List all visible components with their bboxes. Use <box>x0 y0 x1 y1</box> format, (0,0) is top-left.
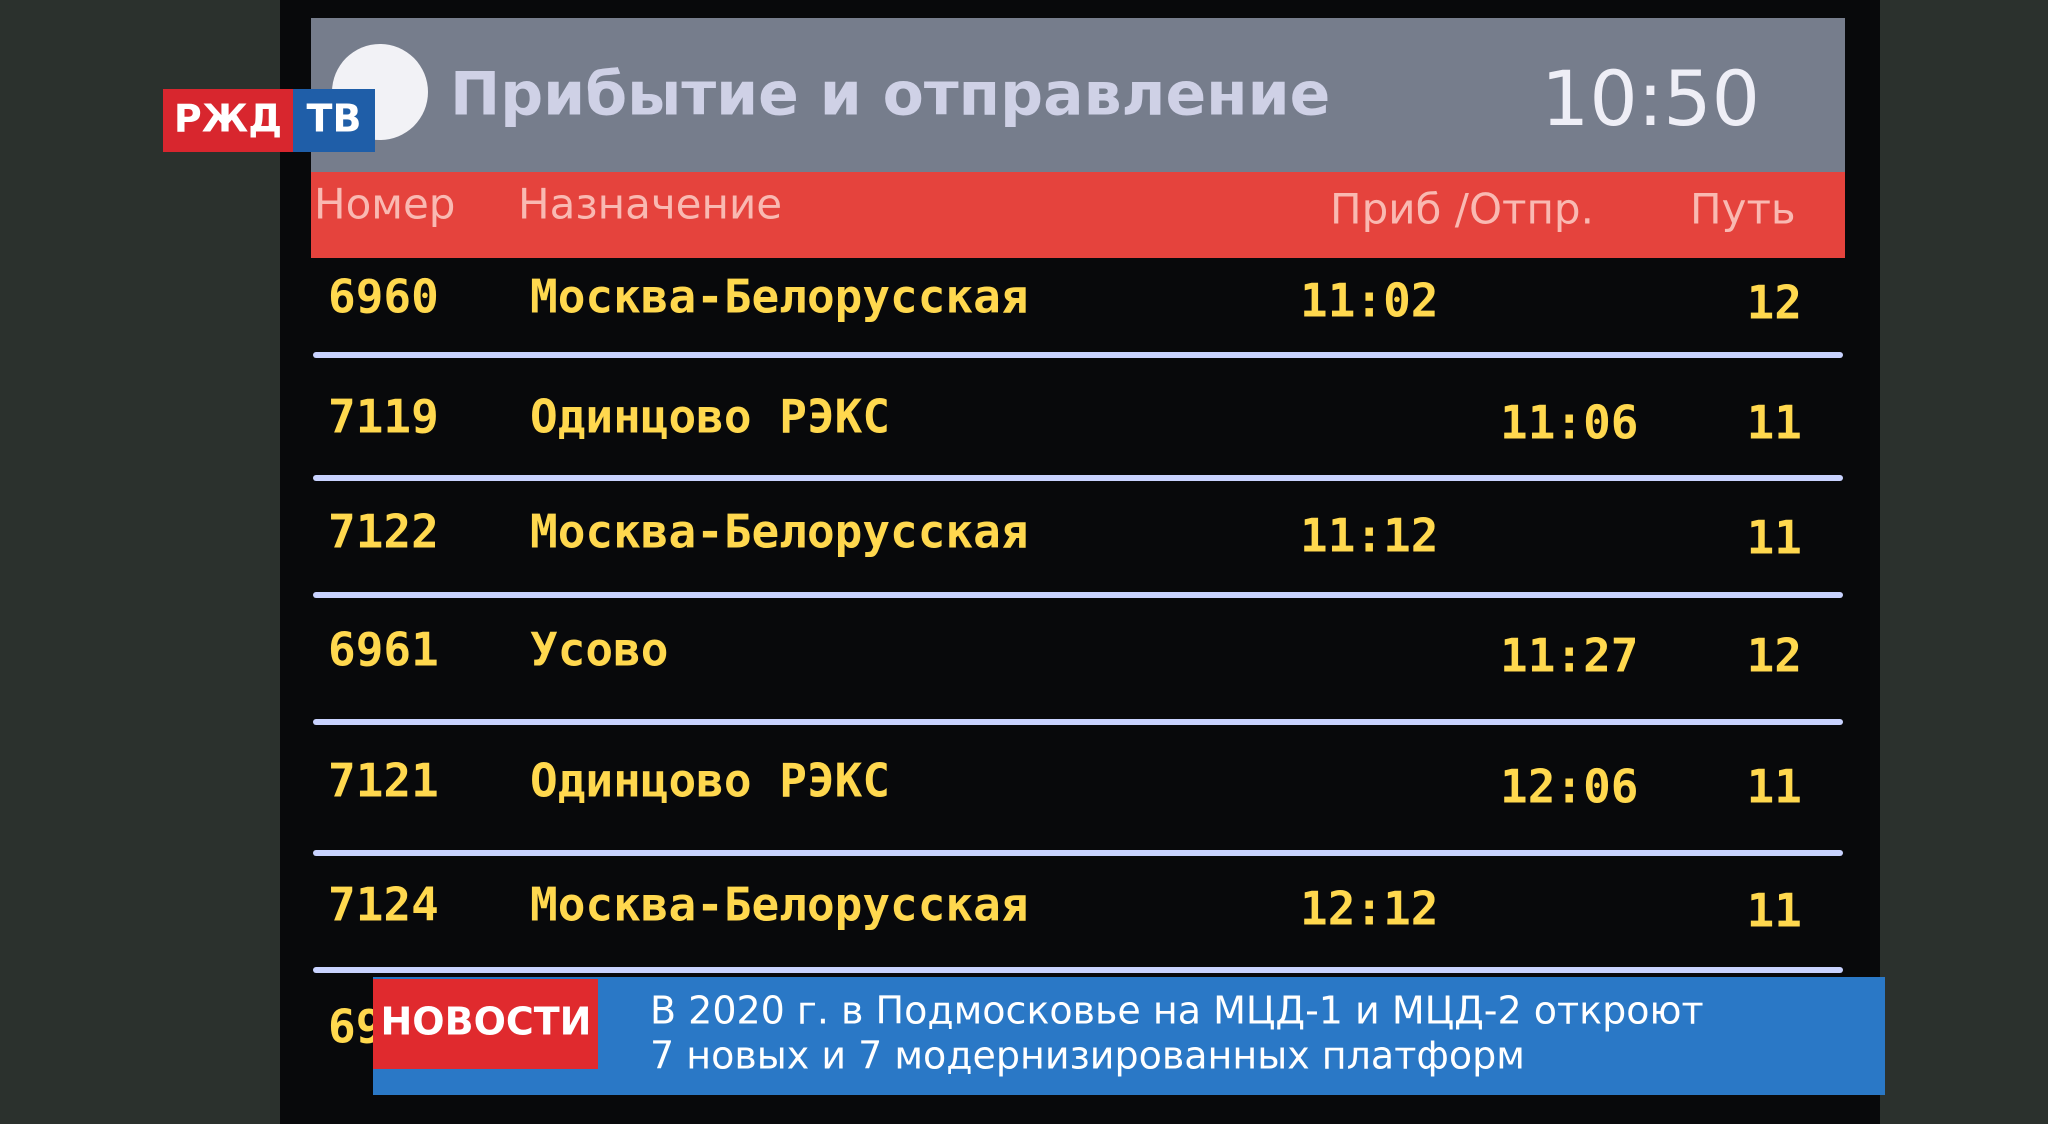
departure-time: 12:06 <box>1500 760 1638 814</box>
title-bar <box>311 18 1845 172</box>
board-title: Прибытие и отправление <box>450 60 1330 130</box>
track: 11 <box>1747 760 1802 814</box>
destination: Усово <box>530 623 668 677</box>
departure-time: 11:27 <box>1500 629 1638 683</box>
destination: Одинцово РЭКС <box>530 390 890 444</box>
ticker-line: В 2020 г. в Подмосковье на МЦД-1 и МЦД-2… <box>650 989 1704 1033</box>
departure-time: 11:06 <box>1500 396 1638 450</box>
header-destination: Назначение <box>518 180 782 229</box>
row-separator <box>313 475 1843 481</box>
train-number: 7122 <box>328 505 439 559</box>
logo-right-box <box>293 89 375 152</box>
logo-left-box <box>163 89 293 152</box>
track: 12 <box>1747 629 1802 683</box>
ticker-label-box <box>373 979 598 1069</box>
ticker-label: НОВОСТИ <box>381 1000 592 1044</box>
track: 11 <box>1747 396 1802 450</box>
track: 11 <box>1747 884 1802 938</box>
arrival-time: 11:12 <box>1300 509 1438 563</box>
train-number: 7121 <box>328 754 439 808</box>
train-number: 6961 <box>328 623 439 677</box>
ticker-bar <box>373 977 1885 1095</box>
row-separator <box>313 967 1843 973</box>
logo-right: ТВ <box>307 97 362 141</box>
row-separator <box>313 719 1843 725</box>
train-number: 6960 <box>328 270 439 324</box>
destination: Москва-Белорусская <box>530 878 1029 932</box>
train-number: 7124 <box>328 878 439 932</box>
header-times: Приб /Отпр. <box>1330 185 1594 234</box>
row-separator <box>313 592 1843 598</box>
header-bar <box>311 172 1845 258</box>
row-separator <box>313 850 1843 856</box>
row-separator <box>313 352 1843 358</box>
destination: Одинцово РЭКС <box>530 754 890 808</box>
destination: Москва-Белорусская <box>530 270 1029 324</box>
train-number: 7119 <box>328 390 439 444</box>
destination: Москва-Белорусская <box>530 505 1029 559</box>
ticker-line: 7 новых и 7 модернизированных платформ <box>650 1034 1525 1078</box>
arrival-time: 11:02 <box>1300 274 1438 328</box>
arrival-time: 12:12 <box>1300 882 1438 936</box>
header-track: Путь <box>1690 185 1796 234</box>
track: 11 <box>1747 511 1802 565</box>
track: 12 <box>1747 276 1802 330</box>
rows: 6960 Москва-Белорусская 11:02 12 7119 Одинцов… <box>313 270 1843 1054</box>
header-number: Номер <box>314 180 455 229</box>
logo-left: РЖД <box>174 97 282 141</box>
clock: 10:50 <box>1541 54 1760 143</box>
